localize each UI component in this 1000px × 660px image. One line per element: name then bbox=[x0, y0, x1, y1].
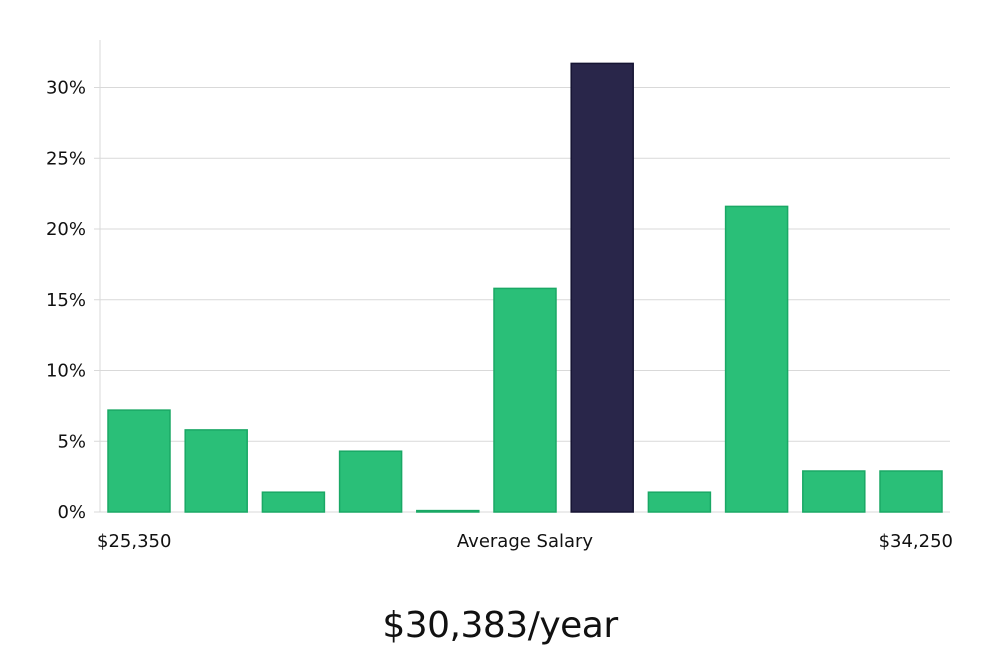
y-tick-label: 10% bbox=[46, 361, 86, 382]
bar bbox=[184, 429, 248, 513]
x-axis-title: Average Salary bbox=[457, 531, 594, 552]
y-tick-label: 20% bbox=[46, 219, 86, 240]
y-tick-label: 30% bbox=[46, 78, 86, 99]
bar bbox=[107, 409, 171, 513]
bar bbox=[879, 470, 943, 513]
y-tick-label: 5% bbox=[57, 431, 86, 452]
x-start-label: $25,350 bbox=[97, 531, 171, 552]
y-tick-label: 25% bbox=[46, 148, 86, 169]
bars bbox=[107, 62, 943, 513]
x-end-label: $34,250 bbox=[879, 531, 953, 552]
y-axis-ticks: 0% 5% 10% 15% 20% 25% 30% bbox=[46, 78, 100, 523]
y-tick-label: 15% bbox=[46, 290, 86, 311]
bar bbox=[724, 205, 789, 513]
bar bbox=[338, 450, 403, 513]
bar-highlighted bbox=[570, 62, 634, 513]
bar bbox=[647, 491, 712, 513]
bar bbox=[261, 491, 326, 513]
average-salary-value: $30,383/year bbox=[382, 605, 618, 646]
bar bbox=[802, 470, 866, 513]
bar bbox=[416, 509, 480, 513]
bar bbox=[493, 287, 557, 513]
y-tick-label: 0% bbox=[57, 502, 86, 523]
